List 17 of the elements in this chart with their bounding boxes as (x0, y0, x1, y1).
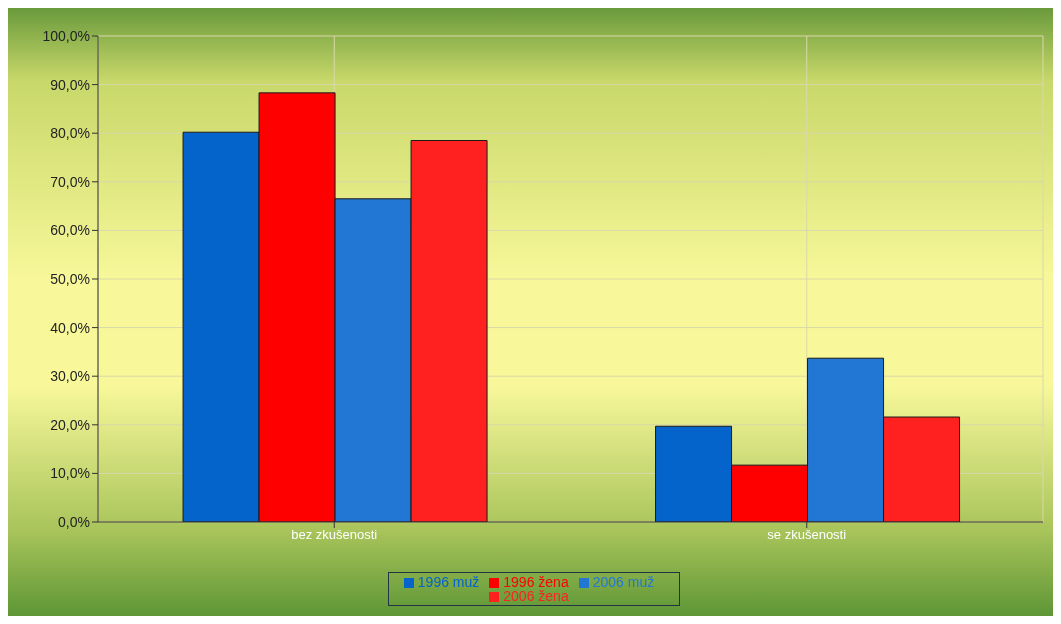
y-tick-label: 90,0% (50, 76, 90, 93)
y-tick-label: 100,0% (42, 27, 90, 44)
y-tick-label: 40,0% (50, 319, 90, 336)
y-tick-label: 30,0% (50, 368, 90, 385)
y-tick-label: 50,0% (50, 270, 90, 287)
y-tick-label: 0,0% (58, 513, 90, 530)
x-tick-label: se zkušenosti (767, 527, 847, 543)
y-tick-label: 70,0% (50, 173, 90, 190)
y-tick-label: 20,0% (50, 416, 90, 433)
y-tick-label: 80,0% (50, 125, 90, 142)
legend-label: 1996 muž (417, 574, 480, 590)
y-tick-label: 60,0% (50, 222, 90, 239)
legend-label: 2006 žena (503, 588, 569, 604)
y-tick-label: 10,0% (50, 465, 90, 482)
legend-label: 1996 žena (503, 574, 569, 590)
x-tick-label: bez zkušenosti (291, 527, 378, 543)
legend-label: 2006 muž (592, 574, 655, 590)
